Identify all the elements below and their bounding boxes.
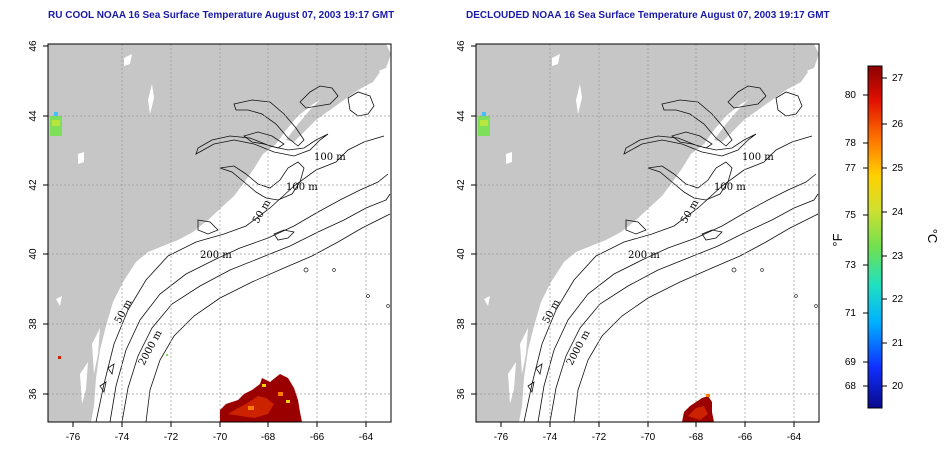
right-x-tick-1: -74 [543, 432, 558, 443]
colorbar-f-tick-3: 75 [845, 210, 857, 221]
right-map-title: DECLOUDED NOAA 16 Sea Surface Temperatur… [466, 10, 830, 21]
decl-contour-label-100m-a: 100 m [742, 152, 774, 163]
left-y-tick-3: 40 [28, 248, 39, 260]
left-x-tick-0: -76 [66, 432, 81, 443]
right-y-tick-3: 40 [456, 248, 467, 260]
colorbar-f-tick-4: 73 [845, 260, 857, 271]
colorbar-c-tick-3: 24 [892, 207, 904, 218]
contour-label-100m-b: 100 m [286, 182, 318, 193]
right-x-tick-3: -70 [641, 432, 656, 443]
right-x-tick-2: -72 [592, 432, 607, 443]
colorbar-c-tick-5: 22 [892, 294, 904, 305]
left-y-tick-4: 38 [28, 318, 39, 330]
right-y-tick-4: 38 [456, 318, 467, 330]
colorbar-f-tick-6: 69 [845, 357, 857, 368]
colorbar-c-tick-6: 21 [892, 338, 904, 349]
left-map-title: RU COOL NOAA 16 Sea Surface Temperature … [48, 10, 395, 21]
left-x-tick-3: -70 [213, 432, 228, 443]
right-y-tick-5: 36 [456, 388, 467, 400]
colorbar-f-tick-0: 80 [845, 90, 857, 101]
left-y-tick-0: 46 [28, 40, 39, 52]
colorbar: 80 78 77 75 73 71 69 68 27 26 25 24 23 2… [830, 65, 940, 409]
colorbar-f-tick-1: 78 [845, 138, 857, 149]
colorbar-c-tick-7: 20 [892, 381, 904, 392]
right-map-panel: 100 m 100 m 50 m 200 m 50 m 2000 m -76 -… [456, 40, 820, 443]
left-x-tick-6: -64 [359, 432, 374, 443]
decl-contour-label-200m: 200 m [628, 250, 660, 261]
right-y-tick-2: 42 [456, 179, 467, 191]
contour-label-50m-b: 50 m [113, 297, 135, 325]
contour-label-100m-a: 100 m [314, 152, 346, 163]
left-x-tick-1: -74 [115, 432, 130, 443]
colorbar-c-tick-0: 27 [892, 73, 904, 84]
left-map-panel: 100 m 100 m 50 m 200 m 50 m 2000 m -76 -… [28, 40, 392, 443]
contour-label-200m: 200 m [200, 250, 232, 261]
decl-contour-label-50m-a: 50 m [679, 198, 701, 226]
left-x-tick-5: -66 [310, 432, 325, 443]
colorbar-f-tick-7: 68 [845, 381, 857, 392]
right-y-tick-0: 46 [456, 40, 467, 52]
right-x-tick-5: -66 [738, 432, 753, 443]
contour-label-50m-a: 50 m [251, 198, 273, 226]
right-y-tick-1: 44 [456, 110, 467, 122]
colorbar-f-tick-5: 71 [845, 308, 857, 319]
colorbar-fahrenheit-label: °F [830, 233, 845, 246]
left-y-tick-1: 44 [28, 110, 39, 122]
decl-contour-label-100m-b: 100 m [714, 182, 746, 193]
right-x-tick-6: -64 [787, 432, 802, 443]
contour-label-2000m: 2000 m [137, 328, 165, 367]
left-y-tick-2: 42 [28, 179, 39, 191]
left-y-tick-5: 36 [28, 388, 39, 400]
colorbar-c-tick-4: 23 [892, 251, 904, 262]
left-x-tick-4: -68 [261, 432, 276, 443]
right-x-tick-0: -76 [494, 432, 509, 443]
colorbar-celsius-label: °C [925, 229, 940, 244]
right-x-tick-4: -68 [689, 432, 704, 443]
decl-contour-label-50m-b: 50 m [541, 297, 563, 325]
colorbar-c-tick-2: 25 [892, 163, 904, 174]
colorbar-gradient [867, 65, 883, 409]
colorbar-f-tick-2: 77 [845, 163, 857, 174]
left-x-tick-2: -72 [164, 432, 179, 443]
colorbar-c-tick-1: 26 [892, 119, 904, 130]
decl-contour-label-2000m: 2000 m [565, 328, 593, 367]
